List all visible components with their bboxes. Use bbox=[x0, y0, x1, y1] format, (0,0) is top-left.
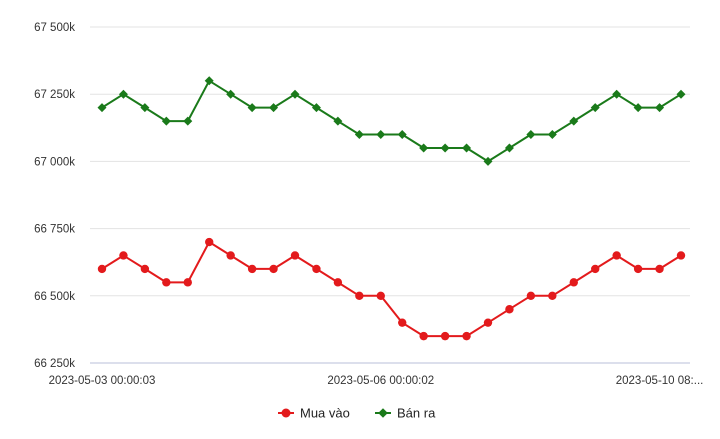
data-point[interactable] bbox=[140, 103, 150, 113]
data-point[interactable] bbox=[569, 116, 579, 126]
data-point[interactable] bbox=[118, 89, 128, 99]
legend-label: Bán ra bbox=[397, 406, 436, 421]
data-point[interactable] bbox=[119, 251, 128, 260]
series-mua-vao bbox=[97, 237, 686, 341]
data-point[interactable] bbox=[204, 76, 214, 86]
data-point[interactable] bbox=[591, 264, 600, 274]
legend-item-ban-ra[interactable]: Bán ra bbox=[375, 406, 436, 421]
y-tick-label: 67 250k bbox=[34, 89, 75, 101]
y-tick-label: 67 000k bbox=[34, 156, 75, 168]
data-point[interactable] bbox=[140, 264, 150, 274]
data-point[interactable] bbox=[440, 143, 450, 153]
data-point[interactable] bbox=[312, 264, 321, 274]
data-point[interactable] bbox=[354, 130, 364, 140]
y-axis-labels: 67 500k 67 250k 67 000k 66 750k 66 500k 66 25… bbox=[34, 22, 75, 370]
legend-item-mua-vao[interactable]: Mua vào bbox=[278, 406, 350, 421]
x-tick-label: 2023-05-10 08:... bbox=[616, 375, 704, 387]
data-point[interactable] bbox=[290, 89, 300, 99]
data-point[interactable] bbox=[548, 291, 557, 300]
data-point[interactable] bbox=[547, 130, 557, 140]
data-point[interactable] bbox=[226, 251, 235, 260]
legend-marker bbox=[281, 408, 291, 418]
data-point[interactable] bbox=[290, 251, 300, 260]
data-point[interactable] bbox=[269, 103, 279, 113]
data-point[interactable] bbox=[526, 130, 536, 140]
data-point[interactable] bbox=[655, 103, 665, 113]
data-point[interactable] bbox=[162, 278, 171, 287]
data-point[interactable] bbox=[397, 130, 407, 140]
data-point[interactable] bbox=[398, 318, 407, 327]
data-point[interactable] bbox=[161, 116, 171, 126]
data-point[interactable] bbox=[569, 278, 578, 287]
series-line bbox=[101, 241, 682, 338]
data-point[interactable] bbox=[376, 291, 385, 300]
data-point[interactable] bbox=[504, 143, 514, 153]
data-point[interactable] bbox=[590, 103, 600, 113]
data-point[interactable] bbox=[483, 318, 493, 327]
data-point[interactable] bbox=[97, 103, 107, 113]
data-point[interactable] bbox=[526, 291, 536, 300]
series-layer bbox=[97, 76, 686, 341]
x-tick-label: 2023-05-06 00:00:02 bbox=[327, 375, 434, 387]
data-point[interactable] bbox=[355, 291, 364, 300]
data-point[interactable] bbox=[633, 103, 643, 113]
data-point[interactable] bbox=[655, 264, 664, 274]
data-point[interactable] bbox=[676, 89, 686, 99]
data-point[interactable] bbox=[97, 264, 107, 274]
series-ban-ra bbox=[97, 76, 686, 166]
data-point[interactable] bbox=[247, 103, 257, 113]
data-point[interactable] bbox=[376, 130, 386, 140]
y-tick-label: 66 250k bbox=[34, 358, 75, 370]
data-point[interactable] bbox=[226, 89, 236, 99]
data-point[interactable] bbox=[311, 103, 321, 113]
data-point[interactable] bbox=[676, 251, 686, 260]
grid-lines bbox=[90, 26, 690, 364]
data-point[interactable] bbox=[462, 143, 472, 153]
y-tick-label: 66 750k bbox=[34, 224, 75, 236]
data-point[interactable] bbox=[419, 143, 429, 153]
data-point[interactable] bbox=[612, 251, 621, 260]
data-point[interactable] bbox=[269, 264, 278, 274]
data-point[interactable] bbox=[419, 331, 428, 341]
legend: Mua vào Bán ra bbox=[278, 406, 436, 421]
legend-label: Mua vào bbox=[300, 406, 350, 421]
series-line bbox=[101, 79, 682, 163]
y-tick-label: 67 500k bbox=[34, 22, 75, 34]
data-point[interactable] bbox=[247, 264, 257, 274]
data-point[interactable] bbox=[633, 264, 643, 274]
data-point[interactable] bbox=[183, 116, 193, 126]
data-point[interactable] bbox=[612, 89, 622, 99]
y-tick-label: 66 500k bbox=[34, 291, 75, 303]
data-point[interactable] bbox=[183, 278, 192, 287]
x-tick-label: 2023-05-03 00:00:03 bbox=[49, 375, 156, 387]
data-point[interactable] bbox=[462, 331, 471, 341]
data-point[interactable] bbox=[505, 305, 514, 314]
data-point[interactable] bbox=[333, 278, 343, 287]
data-point[interactable] bbox=[205, 237, 214, 247]
x-axis-labels: 2023-05-03 00:00:03 2023-05-06 00:00:02 20… bbox=[49, 375, 704, 387]
legend-marker bbox=[378, 408, 388, 418]
data-point[interactable] bbox=[483, 156, 493, 166]
data-point[interactable] bbox=[440, 331, 450, 341]
data-point[interactable] bbox=[333, 116, 343, 126]
